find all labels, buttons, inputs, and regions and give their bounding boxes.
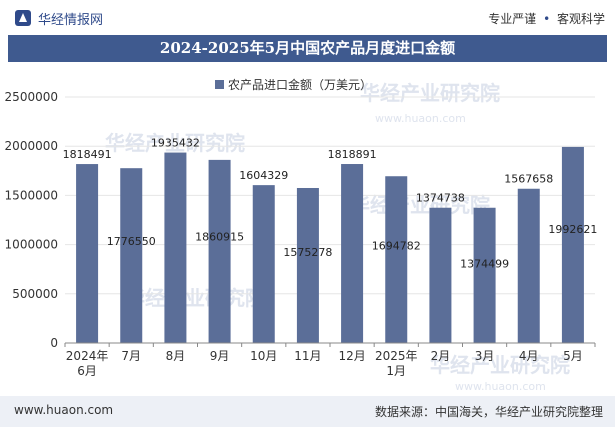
data-label: 1776550: [107, 235, 156, 248]
x-tick-label: 7月: [121, 349, 141, 363]
legend-swatch: [215, 80, 224, 89]
bar: [561, 146, 584, 343]
top-bar: 华经情报网 专业严谨 • 客观科学: [0, 0, 615, 35]
x-tick-label: 5月: [563, 349, 583, 363]
chart-title-bar: 2024-2025年5月中国农产品月度进口金额: [8, 35, 607, 62]
watermark-url: www.huaon.com: [455, 380, 546, 393]
data-label: 1818491: [63, 148, 112, 161]
x-tick-label: 10月: [250, 349, 277, 363]
bar: [341, 164, 364, 343]
x-tick-label: 2025年 1月: [375, 349, 418, 378]
site-name[interactable]: 华经情报网: [38, 13, 104, 28]
data-label: 1604329: [239, 169, 288, 182]
data-label: 1374499: [460, 257, 509, 270]
legend: 农产品进口金额（万美元）: [215, 77, 372, 92]
x-axis: 2024年 6月 7月 8月 9月 10月 11月 12月 2025年 1月 2月 3月 4月 5月: [64, 342, 596, 378]
data-label: 1567658: [504, 173, 553, 186]
x-tick-label: 3月: [475, 349, 495, 363]
watermark-text: 华经产业研究院: [125, 286, 265, 310]
y-tick-label: 2000000: [5, 139, 58, 153]
x-tick-label: 2月: [431, 349, 451, 363]
bar: [429, 207, 452, 343]
data-label: 1374738: [416, 192, 465, 205]
bar: [76, 164, 99, 343]
data-label: 1992621: [548, 223, 597, 236]
huajing-logo-icon: [15, 10, 31, 26]
header-tags: 专业严谨 • 客观科学: [488, 10, 605, 27]
x-tick-label: 4月: [519, 349, 539, 363]
data-label: 1575278: [283, 246, 332, 259]
bar: [296, 187, 319, 343]
x-tick-label: 8月: [166, 349, 186, 363]
x-tick-label: 2024年 6月: [66, 349, 109, 378]
bar: [164, 152, 187, 343]
watermarks: 华经产业研究院华经产业研究院华经产业研究院华经产业研究院华经产业研究院www.h…: [105, 81, 570, 393]
y-tick-label: 0: [50, 336, 58, 350]
watermark-text: 华经产业研究院: [360, 81, 500, 105]
y-tick-label: 2500000: [5, 90, 58, 104]
y-tick-label: 1500000: [5, 188, 58, 202]
watermark-text: 华经产业研究院: [430, 353, 570, 377]
bar: [385, 176, 408, 343]
y-tick-label: 1000000: [5, 238, 58, 252]
data-source: 数据来源：中国海关，华经产业研究院整理: [374, 405, 603, 419]
x-tick-label: 9月: [210, 349, 230, 363]
dot-separator: •: [543, 12, 551, 26]
bar: [517, 188, 540, 343]
grid-lines: [65, 96, 595, 295]
y-axis: 0 500000 1000000 1500000 2000000 2500000: [5, 90, 58, 350]
data-label: 1818891: [328, 148, 377, 161]
bar: [473, 207, 496, 343]
footer-url[interactable]: www.huaon.com: [14, 403, 114, 417]
data-label: 1935432: [151, 137, 200, 150]
chart-title: 2024-2025年5月中国农产品月度进口金额: [159, 39, 456, 57]
bar: [120, 168, 143, 343]
value-labels: 1818491 1776550 1935432 1860915 1604329 15752…: [63, 137, 598, 271]
data-label: 1860915: [195, 230, 244, 243]
bar: [252, 185, 275, 343]
legend-label: 农产品进口金额（万美元）: [228, 77, 372, 92]
watermark-text: 华经产业研究院: [105, 131, 245, 155]
x-tick-label: 12月: [338, 349, 365, 363]
y-tick-label: 500000: [12, 287, 58, 301]
x-tick-label: 11月: [294, 349, 321, 363]
data-label: 1694782: [372, 240, 421, 253]
watermark-url: www.huaon.com: [375, 112, 466, 125]
footer: www.huaon.com 数据来源：中国海关，华经产业研究院整理: [0, 396, 615, 427]
tag-professional: 专业严谨: [488, 12, 537, 26]
bar: [208, 159, 231, 343]
watermark-text: 华经产业研究院: [350, 193, 490, 217]
tag-objective: 客观科学: [556, 12, 605, 26]
bars: [76, 146, 584, 343]
